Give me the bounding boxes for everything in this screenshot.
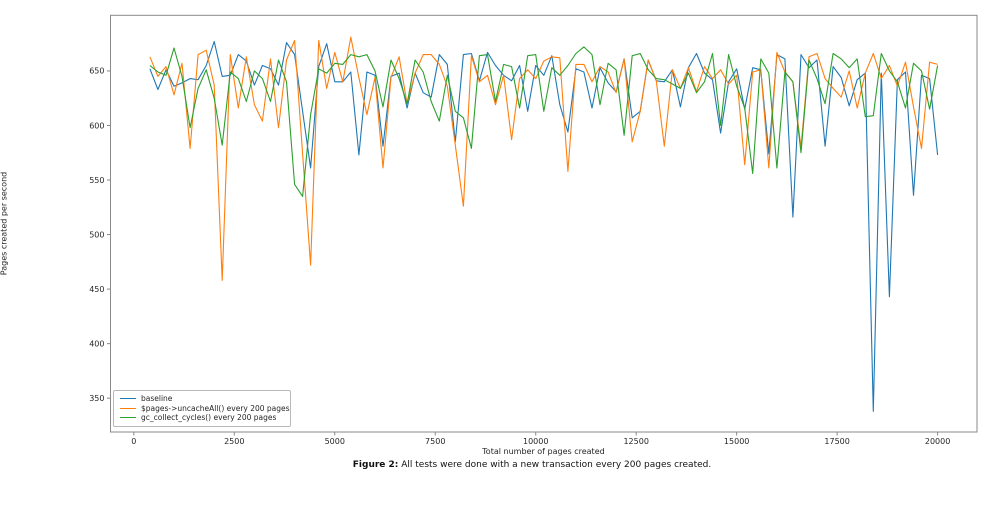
legend-line-swatch-green (120, 417, 136, 419)
y-tick-label: 650 (89, 67, 104, 76)
x-tick-label: 2500 (224, 437, 244, 446)
legend-label: baseline (141, 394, 173, 404)
legend-label: $pages->uncacheAll() every 200 pages (141, 403, 290, 413)
figure-caption-label: Figure 2: (352, 460, 399, 470)
x-axis-label: Total number of pages created (482, 447, 605, 456)
legend-line-swatch-blue (120, 398, 136, 400)
y-tick-label: 550 (89, 176, 104, 185)
y-tick-label: 400 (89, 339, 104, 348)
figure-caption-text: All tests were done with a new transacti… (398, 460, 712, 470)
y-axis-label: Pages created per second (0, 171, 9, 276)
series-line-gc-collect-cycles-every-200-pages (149, 46, 939, 197)
x-tick-label: 20000 (925, 437, 950, 446)
legend-item-gc-collect: gc_collect_cycles() every 200 pages (120, 413, 284, 423)
legend-item-baseline: baseline (120, 394, 284, 404)
legend-line-swatch-orange (120, 407, 136, 409)
x-tick-label: 15000 (724, 437, 749, 446)
x-tick-label: 0 (131, 437, 136, 446)
series-line--pages-uncacheall-every-200-pages (149, 36, 938, 281)
x-tick-label: 10000 (523, 437, 548, 446)
y-tick-label: 450 (89, 285, 104, 294)
y-tick-label: 350 (89, 394, 104, 403)
y-tick-label: 600 (89, 121, 104, 130)
legend-item-uncacheall: $pages->uncacheAll() every 200 pages (120, 404, 290, 414)
legend-label: gc_collect_cycles() every 200 pages (141, 413, 277, 423)
x-tick-label: 5000 (325, 437, 345, 446)
figure-caption: Figure 2: All tests were done with a new… (0, 460, 1000, 470)
series-line-baseline (149, 40, 939, 412)
y-tick-label: 500 (89, 230, 104, 239)
x-tick-label: 17500 (824, 437, 849, 446)
x-tick-label: 12500 (623, 437, 648, 446)
legend: baseline $pages->uncacheAll() every 200 … (113, 390, 291, 427)
plot-area-border (110, 14, 978, 433)
x-tick-label: 7500 (425, 437, 445, 446)
